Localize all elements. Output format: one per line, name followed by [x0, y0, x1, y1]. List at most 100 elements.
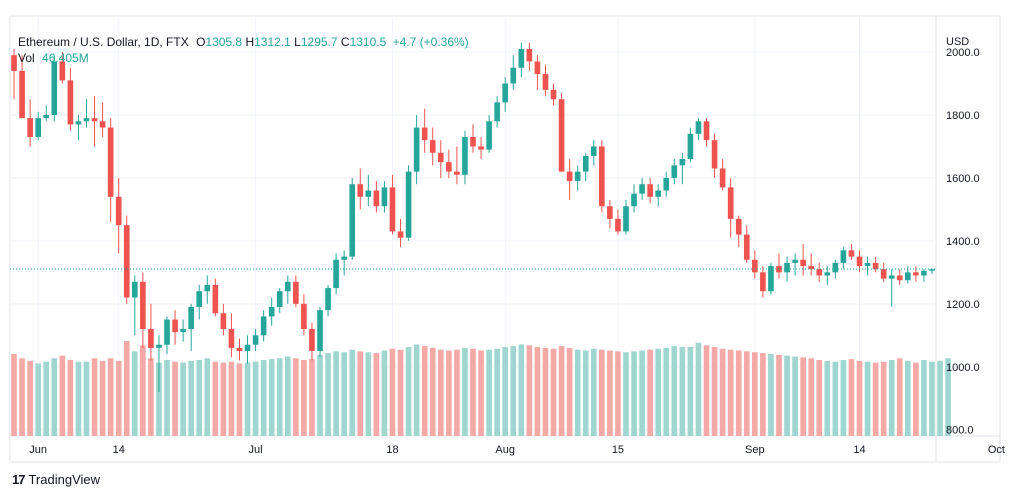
- volume-bar: [518, 344, 525, 436]
- volume-bar: [244, 362, 251, 436]
- tradingview-brand[interactable]: 17 TradingView: [12, 472, 100, 487]
- candle-body: [880, 269, 887, 279]
- candle-body: [123, 225, 130, 298]
- volume-bar: [75, 361, 82, 436]
- candle-body: [743, 234, 750, 260]
- candle-body: [244, 344, 251, 352]
- candle-body: [389, 187, 396, 232]
- volume-bar: [590, 348, 597, 436]
- volume-bar: [115, 360, 122, 436]
- volume-bar: [896, 358, 903, 436]
- volume-bar: [131, 351, 138, 436]
- volume-bar: [236, 363, 243, 436]
- volume-bar: [776, 354, 782, 436]
- candle-body: [558, 99, 565, 172]
- candle-body: [921, 270, 927, 276]
- volume-bar: [502, 347, 509, 436]
- candle-body: [236, 347, 243, 352]
- volume-bar: [268, 359, 275, 436]
- candle-body: [212, 284, 219, 314]
- volume-bar: [381, 350, 388, 436]
- candle-body: [888, 275, 895, 279]
- candle-body: [228, 328, 235, 348]
- volume-value: 46.405M: [42, 51, 89, 65]
- volume-bar: [921, 360, 927, 436]
- candle-body: [293, 281, 299, 304]
- volume-bar: [405, 347, 412, 436]
- candle-body: [349, 184, 356, 257]
- volume-bar: [647, 349, 653, 436]
- candle-body: [413, 127, 420, 172]
- candle-body: [446, 162, 452, 172]
- candle-body: [784, 262, 790, 273]
- brand-name: TradingView: [28, 472, 101, 487]
- volume-bar: [83, 361, 90, 436]
- volume-bar: [671, 346, 678, 436]
- volume-bar: [792, 356, 798, 436]
- volume-bar: [599, 349, 605, 436]
- volume-bar: [43, 361, 50, 436]
- volume-bar: [276, 358, 283, 436]
- candle-body: [679, 159, 686, 166]
- volume-bar: [703, 345, 710, 436]
- candle-body: [325, 288, 331, 311]
- volume-bar: [27, 360, 33, 436]
- volume-bar: [687, 347, 694, 436]
- volume-bar: [429, 347, 436, 436]
- time-axis[interactable]: Jun14Jul18Aug15Sep14Oct17: [29, 444, 1012, 456]
- volume-bar: [582, 350, 589, 436]
- volume-bar: [67, 360, 74, 436]
- volume-bar: [284, 356, 291, 436]
- candle-body: [550, 89, 557, 100]
- candle-body: [301, 303, 307, 329]
- candle-body: [35, 118, 42, 138]
- candle-body: [494, 102, 500, 122]
- volume-bar: [293, 358, 299, 436]
- close-value: 1310.5: [349, 35, 387, 49]
- volume-bar: [526, 345, 533, 436]
- candle-body: [896, 275, 903, 281]
- y-tick-label: 1200.0: [946, 299, 980, 311]
- candle-body: [252, 335, 259, 345]
- candle-body: [655, 190, 662, 197]
- volume-bar: [188, 360, 194, 436]
- candle-body: [647, 184, 653, 197]
- candle-body: [180, 328, 186, 333]
- volume-bar: [872, 362, 879, 436]
- candle-body: [454, 171, 460, 175]
- candle-body: [470, 137, 476, 147]
- volume-bar: [623, 352, 629, 436]
- candle-body: [148, 328, 154, 348]
- volume-bar: [655, 348, 662, 436]
- volume-bar: [148, 358, 154, 436]
- x-tick-label: 14: [853, 444, 865, 456]
- x-tick-label: Sep: [745, 444, 765, 456]
- volume-bar: [478, 350, 484, 436]
- volume-bar: [389, 348, 396, 436]
- candle-body: [341, 256, 347, 260]
- y-tick-label: 800.0: [946, 425, 974, 437]
- volume-bar: [840, 360, 847, 436]
- volume-bar: [929, 361, 935, 436]
- candle-body: [502, 83, 509, 103]
- candle-body: [11, 55, 17, 71]
- volume-bar: [91, 358, 98, 436]
- y-tick-label: 2000.0: [946, 47, 980, 59]
- volume-bar: [743, 351, 750, 436]
- candle-body: [437, 152, 444, 163]
- candle-body: [405, 171, 412, 238]
- candle-body: [188, 306, 194, 329]
- volume-bar: [397, 349, 404, 436]
- volume-bar: [574, 349, 581, 436]
- candle-body: [51, 61, 58, 115]
- y-tick-label: 1000.0: [946, 362, 980, 374]
- price-axis[interactable]: 2000.0 1800.0 1600.0 1400.0 1200.0 1000.0 800.…: [946, 47, 980, 437]
- candle-body: [615, 218, 621, 232]
- volume-bar: [913, 362, 919, 436]
- candle-body: [607, 206, 613, 219]
- candle-body: [43, 114, 50, 119]
- volume-bar: [607, 350, 613, 436]
- volume-bar: [856, 360, 863, 436]
- volume-bar: [784, 355, 790, 436]
